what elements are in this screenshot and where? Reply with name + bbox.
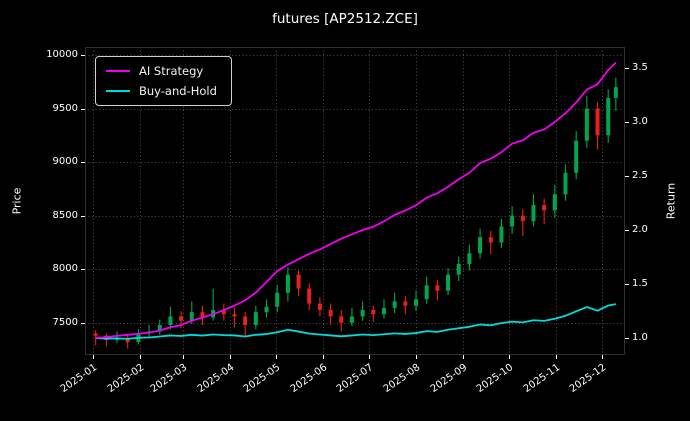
price-tick-label: 10000 xyxy=(46,49,78,61)
return-tick-label: 1.5 xyxy=(632,278,648,290)
chart-title: futures [AP2512.ZCE] xyxy=(272,11,418,27)
legend: AI Strategy Buy-and-Hold xyxy=(95,56,232,106)
legend-label-buy-and-hold: Buy-and-Hold xyxy=(139,84,217,98)
return-tick-label: 3.0 xyxy=(632,115,648,127)
legend-label-ai-strategy: AI Strategy xyxy=(139,64,204,78)
return-tick-label: 2.5 xyxy=(632,169,648,181)
legend-item-buy-and-hold: Buy-and-Hold xyxy=(106,84,217,98)
price-tick-label: 8000 xyxy=(52,263,78,275)
return-tick-label: 2.0 xyxy=(632,224,648,235)
price-axis-label: Price xyxy=(10,187,24,215)
return-tick-label: 3.5 xyxy=(632,61,648,73)
return-tick-label: 1.0 xyxy=(632,332,648,344)
ai-strategy-line-icon xyxy=(106,70,130,72)
price-tick-label: 8500 xyxy=(52,209,78,221)
price-tick-label: 7500 xyxy=(52,316,78,328)
price-tick-label: 9000 xyxy=(52,156,78,168)
price-tick-label: 9500 xyxy=(52,102,78,114)
legend-item-ai-strategy: AI Strategy xyxy=(106,64,217,78)
return-axis-label: Return xyxy=(664,182,678,220)
buy-and-hold-line-icon xyxy=(106,90,130,92)
